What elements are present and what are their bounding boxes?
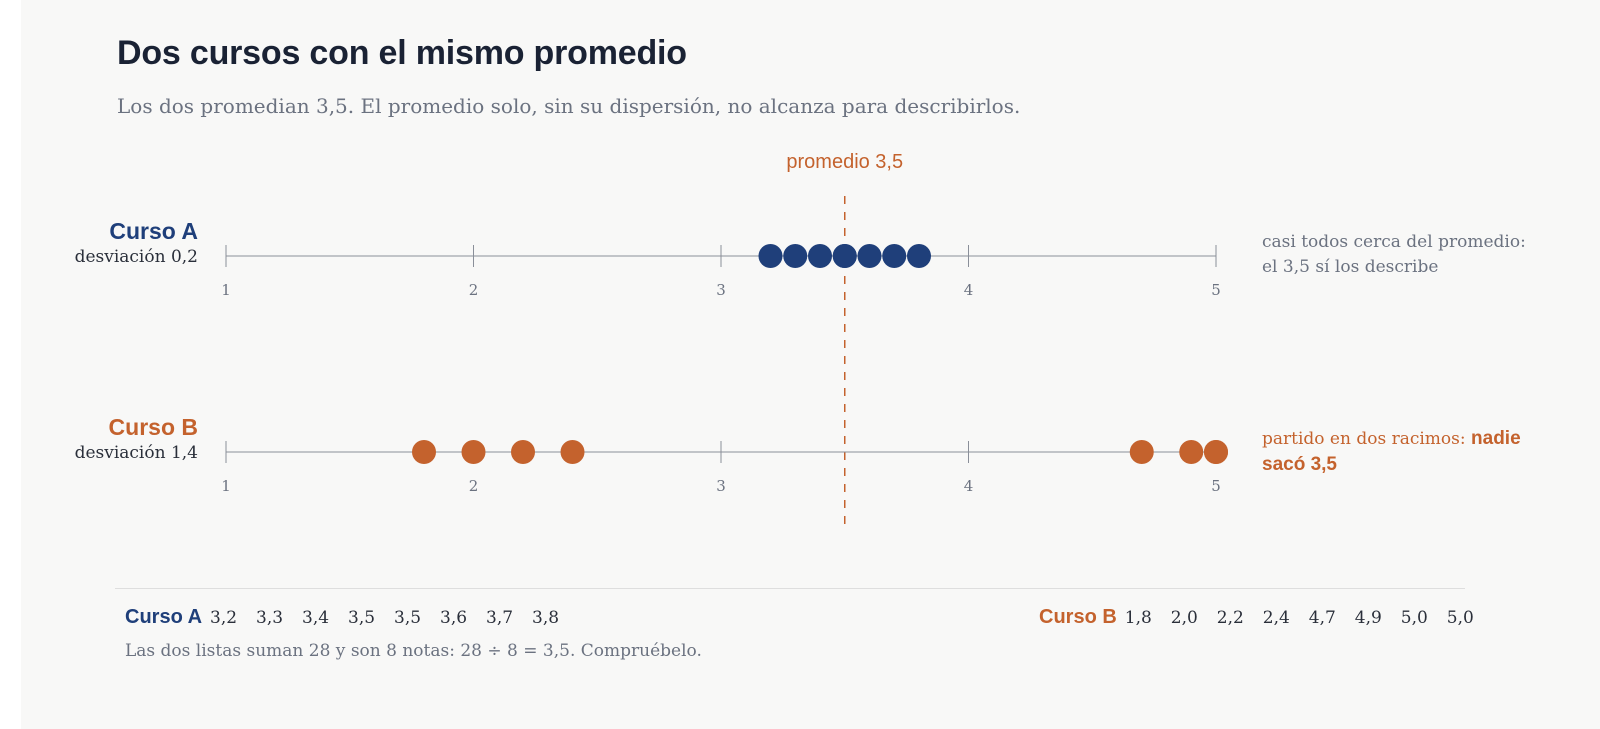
note-curso-a-text: casi todos cerca del promedio: el 3,5 sí… [1262, 232, 1526, 277]
tick-label: 4 [964, 477, 974, 495]
divider [115, 588, 1465, 589]
data-point [783, 244, 808, 268]
grade-value: 4,7 [1308, 608, 1336, 628]
data-point [882, 244, 907, 268]
grade-value: 3,2 [210, 608, 238, 628]
data-point [758, 244, 783, 268]
data-point [412, 440, 436, 464]
tick-label: 3 [716, 477, 726, 495]
grade-list-curso-b: Curso B 1,8 2,0 2,2 2,4 4,7 4,9 5,0 5,0 [1039, 606, 1493, 629]
grade-value: 3,4 [302, 608, 330, 628]
grade-value: 5,0 [1400, 608, 1428, 628]
data-point [511, 440, 535, 464]
course-deviation: desviación 0,2 [75, 247, 198, 267]
note-curso-b: partido en dos racimos: nadie sacó 3,5 [1262, 426, 1532, 478]
grade-list-name: Curso A [125, 606, 203, 628]
grade-value: 1,8 [1124, 608, 1152, 628]
data-point [461, 440, 486, 464]
grade-value: 3,7 [486, 608, 514, 628]
footnote: Las dos listas suman 28 y son 8 notas: 2… [125, 641, 702, 661]
course-name: Curso A [109, 218, 198, 244]
grade-value: 5,0 [1446, 608, 1474, 628]
tick-label: 4 [964, 281, 974, 299]
grade-list-curso-a: Curso A 3,2 3,3 3,4 3,5 3,5 3,6 3,7 3,8 [125, 606, 578, 629]
dot-plot: promedio 3,5 1 2 3 4 5 Curso A desviación 0,2 1 2… [75, 151, 1228, 530]
chart-card: Dos cursos con el mismo promedio Los dos… [21, 0, 1600, 729]
grade-value: 3,5 [348, 608, 376, 628]
data-point [1204, 440, 1228, 464]
tick-label: 1 [221, 281, 231, 299]
data-point [1129, 440, 1154, 464]
tick-label: 3 [716, 281, 726, 299]
tick-label: 2 [469, 281, 479, 299]
course-deviation: desviación 1,4 [75, 443, 198, 463]
tick-label: 5 [1211, 281, 1221, 299]
note-curso-b-text: partido en dos racimos: [1262, 429, 1466, 449]
grade-value: 3,3 [256, 608, 284, 628]
mean-label: promedio 3,5 [786, 151, 903, 173]
grade-value: 4,9 [1354, 608, 1382, 628]
grade-value: 2,0 [1170, 608, 1198, 628]
tick-label: 1 [221, 477, 231, 495]
grade-list-name: Curso B [1039, 606, 1117, 628]
chart-title: Dos cursos con el mismo promedio [117, 34, 687, 72]
course-name: Curso B [109, 414, 198, 440]
grade-value: 3,8 [532, 608, 560, 628]
grade-value: 2,4 [1262, 608, 1290, 628]
data-point [808, 244, 832, 268]
data-point [1179, 440, 1204, 464]
grade-value: 3,6 [440, 608, 468, 628]
data-point [832, 244, 857, 268]
tick-label: 5 [1211, 477, 1221, 495]
data-point [857, 244, 882, 268]
data-point [907, 244, 931, 268]
grade-value: 2,2 [1216, 608, 1244, 628]
tick-label: 2 [469, 477, 479, 495]
row-curso-a: 1 2 3 4 5 Curso A desviación 0,2 [75, 218, 1221, 299]
grade-value: 3,5 [394, 608, 422, 628]
note-curso-a: casi todos cerca del promedio: el 3,5 sí… [1262, 230, 1532, 280]
row-curso-b: 1 2 3 4 5 Curso B desviación 1,4 [75, 414, 1228, 495]
data-point [560, 440, 585, 464]
chart-subtitle: Los dos promedian 3,5. El promedio solo,… [117, 94, 1021, 118]
note-curso-b-emphasis: nadie sacó 3,5 [1262, 428, 1521, 475]
